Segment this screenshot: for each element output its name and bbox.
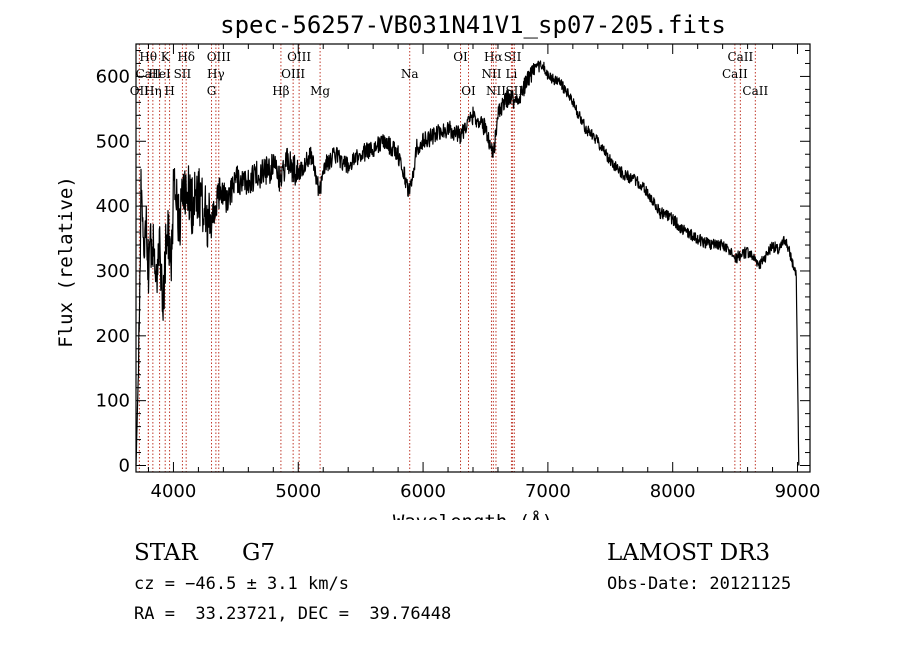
line-marker-label: Hδ [177,50,195,64]
line-marker-label: Hα [484,50,503,64]
x-tick-label: 5000 [275,481,321,502]
line-marker-label: NII [481,67,501,81]
observation-date: Obs-Date: 20121125 [607,574,792,594]
line-marker-label: OI [453,50,468,64]
line-marker-label: Hγ [207,67,225,81]
ra-dec-coordinates: RA = 33.23721, DEC = 39.76448 [134,604,452,624]
line-marker-label: CaII [727,50,753,64]
line-marker-label: OIII [281,67,305,81]
x-tick-label: 8000 [650,481,696,502]
spectrum-chart: spec-56257-VB031N41V1_sp07-205.fits Hθ Ca… [55,11,821,520]
flux-series-line [135,60,800,466]
x-tick-label: 7000 [525,481,571,502]
line-marker-label: CaII [722,67,748,81]
line-marker-label: Mg [310,84,330,98]
y-tick-label: 0 [119,456,130,477]
line-marker-label: NII [486,84,506,98]
line-marker-label: OI [461,84,476,98]
line-marker-label: Hθ [139,50,157,64]
line-marker-label: Na [401,67,419,81]
line-marker-label: OII [130,84,150,98]
line-marker-label: SII [504,50,522,64]
y-tick-label: 400 [96,196,130,217]
redshift-cz: cz = −46.5 ± 3.1 km/s [134,574,349,594]
line-marker-label: K [161,50,171,64]
survey-name: LAMOST DR3 [607,540,771,566]
line-marker-label: OIII [207,50,231,64]
line-marker-label: Hβ [272,84,289,98]
y-tick-label: 500 [96,131,130,152]
chart-title: spec-56257-VB031N41V1_sp07-205.fits [220,11,726,39]
line-marker-label: CaII [742,84,768,98]
x-axis-label: Wavelength (Å) [393,510,553,520]
x-tick-label: 4000 [151,481,197,502]
object-subclass: G7 [242,540,276,566]
line-marker-label: OIII [287,50,311,64]
line-marker-label: HeI [148,67,171,81]
x-tick-label: 9000 [775,481,821,502]
line-marker-label: Li [506,67,518,81]
line-marker-label: G [207,84,217,98]
line-marker-label: CaII [136,67,162,81]
x-tick-label: 6000 [400,481,446,502]
object-class: STAR [134,540,198,566]
line-marker-label: H [164,84,174,98]
y-tick-label: 600 [96,66,130,87]
line-marker-label: SII [174,67,192,81]
y-tick-label: 300 [96,261,130,282]
x-axis: 4000 5000 6000 7000 8000 9000 [147,44,821,502]
y-axis: 0 100 200 300 400 500 600 [96,49,810,477]
y-tick-label: 200 [96,326,130,347]
y-axis-label: Flux (relative) [55,176,77,348]
y-tick-label: 100 [96,391,130,412]
line-marker-label: Hη [144,84,162,98]
